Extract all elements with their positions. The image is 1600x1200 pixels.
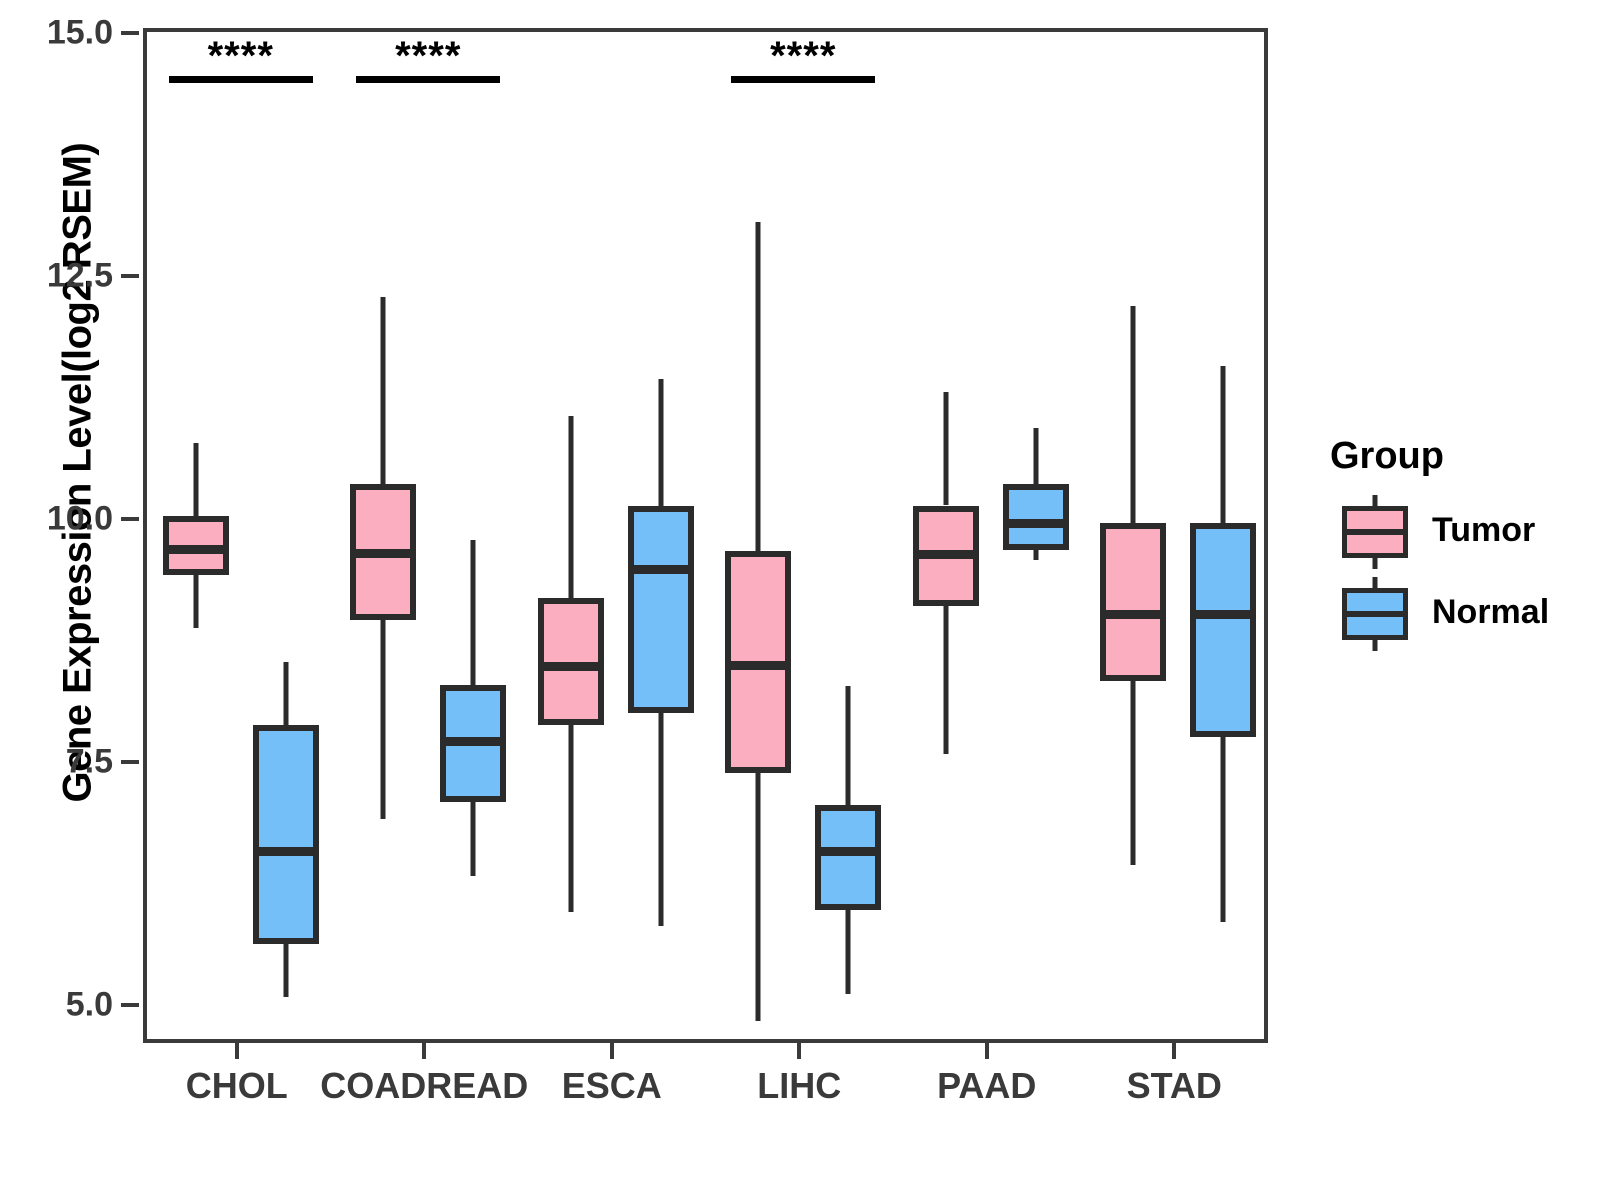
box-iqr — [627, 506, 694, 713]
box-iqr — [537, 597, 604, 726]
median-line — [627, 565, 694, 575]
median-line — [252, 847, 319, 857]
legend-key-normal — [1342, 575, 1408, 653]
whisker-upper — [1130, 306, 1136, 523]
x-tick-mark — [609, 1043, 614, 1059]
median-line — [162, 544, 229, 554]
x-tick-mark — [797, 1043, 802, 1059]
significance-label: **** — [395, 33, 462, 78]
median-line — [350, 548, 417, 558]
box-iqr — [1100, 523, 1167, 682]
whisker-lower — [380, 620, 386, 820]
median-line — [815, 847, 882, 857]
box-iqr — [252, 725, 319, 944]
whisker-lower — [283, 943, 289, 998]
boxplot-esca-normal[interactable] — [147, 32, 1264, 1039]
y-tick-label: 12.5 — [46, 256, 113, 295]
x-tick-mark — [1172, 1043, 1177, 1059]
whisker-upper — [755, 221, 761, 552]
significance-bracket — [356, 75, 501, 83]
whisker-upper — [380, 297, 386, 485]
box-iqr — [1190, 523, 1257, 737]
legend-key-tumor — [1342, 493, 1408, 571]
x-tick-label-chol: CHOL — [185, 1065, 288, 1106]
y-tick-label: 15.0 — [46, 13, 113, 52]
x-tick-mark — [422, 1043, 427, 1059]
whisker-upper — [1033, 427, 1039, 485]
significance-label: **** — [207, 33, 274, 78]
y-tick-mark — [121, 517, 139, 521]
x-tick-label-stad: STAD — [1126, 1065, 1222, 1106]
boxplot-paad-tumor[interactable] — [147, 32, 1264, 1039]
box-iqr — [815, 804, 882, 910]
boxplot-stad-tumor[interactable] — [147, 32, 1264, 1039]
whisker-upper — [470, 539, 476, 686]
median-line — [912, 549, 979, 559]
whisker-lower — [193, 574, 199, 628]
x-tick-label-lihc: LIHC — [757, 1065, 842, 1106]
boxplot-coadread-normal[interactable] — [147, 32, 1264, 1039]
boxplot-lihc-tumor[interactable] — [147, 32, 1264, 1039]
significance-label: **** — [770, 33, 837, 78]
y-tick-label: 5.0 — [65, 985, 113, 1024]
whisker-upper — [283, 661, 289, 726]
boxplot-lihc-normal[interactable] — [147, 32, 1264, 1039]
x-tick-label-paad: PAAD — [937, 1065, 1037, 1106]
y-tick-label: 7.5 — [65, 742, 113, 781]
whisker-lower — [943, 605, 949, 755]
boxplot-chol-normal[interactable] — [147, 32, 1264, 1039]
legend-median-line — [1342, 611, 1408, 617]
legend-item-tumor[interactable]: Tumor — [1320, 493, 1590, 573]
x-tick-mark — [234, 1043, 239, 1059]
boxplot-stad-normal[interactable] — [147, 32, 1264, 1039]
significance-bracket — [731, 75, 876, 83]
whisker-upper — [943, 391, 949, 506]
box-iqr — [1002, 484, 1069, 551]
y-tick-mark — [121, 31, 139, 35]
plot-panel: **** **** **** — [143, 28, 1268, 1043]
legend-label: Normal — [1432, 593, 1550, 631]
whisker-upper — [568, 416, 574, 598]
legend-label: Tumor — [1432, 511, 1536, 549]
boxplot-coadread-tumor[interactable] — [147, 32, 1264, 1039]
whisker-lower — [845, 909, 851, 995]
median-line — [725, 661, 792, 671]
whisker-upper — [845, 686, 851, 805]
median-line — [1002, 518, 1069, 528]
legend-median-line — [1342, 529, 1408, 535]
x-tick-label-esca: ESCA — [561, 1065, 662, 1106]
legend: Group Tumor Normal — [1320, 435, 1590, 655]
x-tick-label-coadread: COADREAD — [320, 1065, 529, 1106]
y-tick-label: 10.0 — [46, 499, 113, 538]
legend-item-normal[interactable]: Normal — [1320, 575, 1590, 655]
whisker-lower — [1220, 736, 1226, 922]
whisker-lower — [1130, 681, 1136, 866]
whisker-lower — [470, 801, 476, 876]
median-line — [1100, 609, 1167, 619]
boxplot-paad-normal[interactable] — [147, 32, 1264, 1039]
whisker-upper — [658, 379, 664, 507]
median-line — [537, 662, 604, 672]
x-tick-mark — [984, 1043, 989, 1059]
median-line — [1190, 609, 1257, 619]
y-tick-mark — [121, 274, 139, 278]
whisker-lower — [755, 772, 761, 1021]
boxplot-esca-tumor[interactable] — [147, 32, 1264, 1039]
whisker-lower — [658, 712, 664, 927]
whisker-lower — [1033, 550, 1039, 560]
median-line — [440, 737, 507, 747]
y-tick-mark — [121, 1003, 139, 1007]
boxplot-chol-tumor[interactable] — [147, 32, 1264, 1039]
whisker-upper — [193, 443, 199, 517]
whisker-lower — [568, 725, 574, 912]
legend-title: Group — [1330, 435, 1444, 477]
significance-bracket — [168, 75, 313, 83]
whisker-upper — [1220, 365, 1226, 523]
y-tick-mark — [121, 760, 139, 764]
